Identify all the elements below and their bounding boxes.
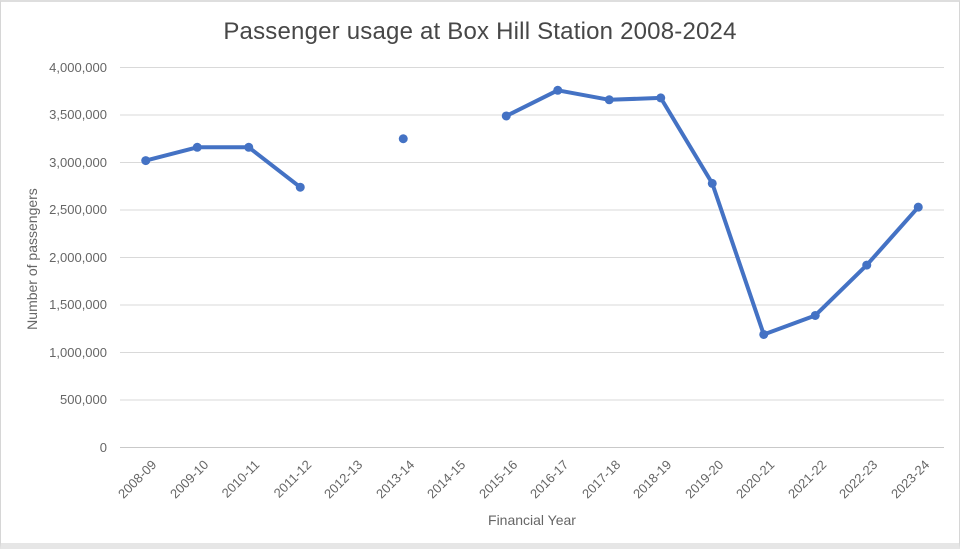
- series-line: [143, 145, 303, 190]
- data-point-marker: [244, 142, 254, 152]
- data-point-marker: [192, 142, 202, 152]
- data-point-marker: [295, 182, 305, 192]
- y-tick-label: 500,000: [60, 392, 107, 407]
- data-point-marker: [862, 260, 872, 270]
- chart-title: Passenger usage at Box Hill Station 2008…: [223, 18, 737, 45]
- data-point-marker: [707, 178, 717, 188]
- y-tick-label: 3,500,000: [49, 107, 107, 122]
- data-point-marker: [913, 202, 923, 212]
- y-tick-label: 1,500,000: [49, 297, 107, 312]
- data-point-marker: [553, 85, 563, 95]
- data-point-marker: [141, 156, 151, 166]
- data-point-marker: [398, 134, 408, 144]
- y-tick-label: 3,000,000: [49, 154, 107, 170]
- y-tick-label: 2,500,000: [49, 202, 107, 217]
- y-tick-label: 1,000,000: [49, 344, 107, 360]
- data-point-marker: [656, 93, 666, 103]
- y-tick-label: 4,000,000: [49, 59, 107, 75]
- data-point-marker: [604, 95, 614, 105]
- series-line: [504, 88, 921, 337]
- data-point-marker: [810, 310, 820, 320]
- x-axis-title: Financial Year: [488, 512, 576, 528]
- y-tick-label: 2,000,000: [49, 249, 107, 265]
- data-point-marker: [501, 111, 511, 121]
- y-tick-label: 0: [99, 439, 107, 455]
- data-point-marker: [759, 329, 769, 339]
